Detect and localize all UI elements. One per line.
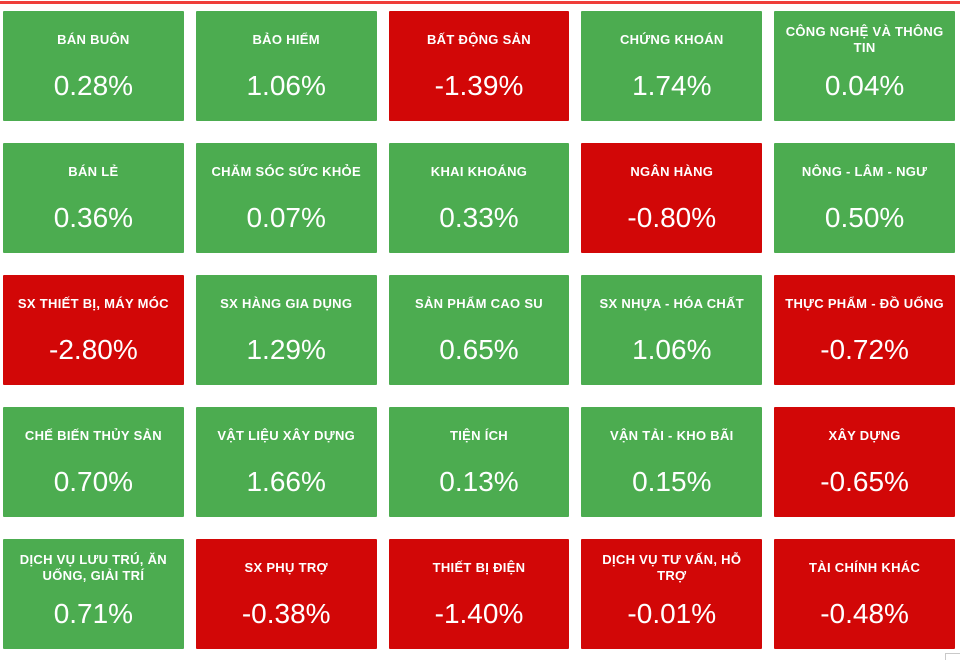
sector-change-value: 1.74%	[632, 70, 712, 101]
sector-change-value: -0.65%	[820, 466, 909, 497]
sector-change-value: -0.80%	[627, 202, 717, 233]
sector-label: XÂY DỰNG	[828, 427, 901, 443]
sector-label: CHĂM SÓC SỨC KHỎE	[211, 163, 361, 179]
sector-label: TIỆN ÍCH	[449, 427, 508, 443]
top-divider-line	[0, 1, 960, 4]
sector-change-value: 0.71%	[53, 598, 134, 629]
sector-tile[interactable]: DỊCH VỤ LƯU TRÚ, ĂN UỐNG, GIẢI TRÍ 0.71%	[3, 539, 184, 649]
sector-tile[interactable]: VẬN TẢI - KHO BÃI 0.15%	[581, 407, 763, 517]
sector-heatmap-grid: BÁN BUÔN 0.28% BẢO HIỂM 1.06% BẤT ĐỘNG SẢN -1…	[0, 4, 960, 649]
sector-label: DỊCH VỤ TƯ VẤN, HỖ TRỢ	[602, 551, 742, 583]
sector-label: BẢO HIỂM	[252, 31, 320, 47]
sector-change-value: 0.04%	[824, 70, 905, 101]
sector-tile[interactable]: DỊCH VỤ TƯ VẤN, HỖ TRỢ -0.01%	[581, 539, 763, 649]
sector-tile[interactable]: BẢO HIỂM 1.06%	[195, 11, 377, 121]
sector-change-value: 1.29%	[246, 334, 326, 365]
sector-label: KHAI KHOÁNG	[430, 163, 528, 179]
sector-label: TÀI CHÍNH KHÁC	[809, 559, 921, 575]
sector-change-value: 0.65%	[439, 334, 519, 365]
sector-tile[interactable]: NGÂN HÀNG -0.80%	[581, 143, 763, 253]
sector-tile[interactable]: SX NHỰA - HÓA CHẤT 1.06%	[581, 275, 763, 385]
sector-label: SẢN PHẨM CAO SU	[414, 295, 543, 311]
sector-label: BẤT ĐỘNG SẢN	[426, 31, 531, 47]
sector-label: SX THIẾT BỊ, MÁY MÓC	[17, 295, 169, 311]
sector-tile[interactable]: TÀI CHÍNH KHÁC -0.48%	[774, 539, 955, 649]
sector-label: BÁN BUÔN	[57, 31, 130, 47]
sector-label: CHỨNG KHOÁN	[619, 31, 724, 47]
sector-tile[interactable]: BÁN BUÔN 0.28%	[3, 11, 184, 121]
sector-tile[interactable]: VẬT LIỆU XÂY DỰNG 1.66%	[195, 407, 377, 517]
sector-change-value: 0.36%	[53, 202, 134, 233]
sector-tile[interactable]: CÔNG NGHỆ VÀ THÔNG TIN 0.04%	[774, 11, 955, 121]
sector-change-value: 1.66%	[246, 466, 326, 497]
sector-change-value: -2.80%	[49, 334, 138, 365]
sector-label: BÁN LẺ	[68, 163, 119, 179]
sector-tile[interactable]: XÂY DỰNG -0.65%	[774, 407, 955, 517]
sector-label: CHẾ BIẾN THỦY SẢN	[24, 427, 162, 443]
sector-change-value: 0.13%	[439, 466, 519, 497]
sector-tile[interactable]: THỰC PHẨM - ĐỒ UỐNG -0.72%	[774, 275, 955, 385]
sector-label: VẬT LIỆU XÂY DỰNG	[217, 427, 356, 443]
sector-change-value: 0.70%	[53, 466, 134, 497]
sector-tile[interactable]: TIỆN ÍCH 0.13%	[388, 407, 570, 517]
sector-change-value: 0.07%	[246, 202, 326, 233]
sector-change-value: -0.48%	[820, 598, 909, 629]
sector-change-value: -1.40%	[434, 598, 524, 629]
sector-label: THỰC PHẨM - ĐỒ UỐNG	[785, 295, 944, 311]
sector-tile[interactable]: SX THIẾT BỊ, MÁY MÓC -2.80%	[3, 275, 184, 385]
sector-change-value: 0.15%	[632, 466, 712, 497]
sector-change-value: -1.39%	[434, 70, 524, 101]
sector-label: NGÂN HÀNG	[630, 163, 714, 179]
sector-tile[interactable]: BÁN LẺ 0.36%	[3, 143, 184, 253]
sector-tile[interactable]: SX HÀNG GIA DỤNG 1.29%	[195, 275, 377, 385]
sector-label: CÔNG NGHỆ VÀ THÔNG TIN	[785, 23, 944, 55]
partial-element-corner	[945, 653, 960, 660]
sector-change-value: 0.33%	[439, 202, 519, 233]
sector-change-value: 0.50%	[824, 202, 905, 233]
sector-label: SX PHỤ TRỢ	[244, 559, 328, 575]
sector-change-value: 1.06%	[632, 334, 712, 365]
sector-label: THIẾT BỊ ĐIỆN	[432, 559, 526, 575]
sector-tile[interactable]: THIẾT BỊ ĐIỆN -1.40%	[388, 539, 570, 649]
sector-label: DỊCH VỤ LƯU TRÚ, ĂN UỐNG, GIẢI TRÍ	[19, 551, 167, 583]
sector-change-value: 0.28%	[53, 70, 134, 101]
sector-tile[interactable]: SẢN PHẨM CAO SU 0.65%	[388, 275, 570, 385]
sector-tile[interactable]: CHĂM SÓC SỨC KHỎE 0.07%	[195, 143, 377, 253]
sector-change-value: -0.38%	[241, 598, 331, 629]
sector-label: SX NHỰA - HÓA CHẤT	[599, 295, 745, 311]
sector-tile[interactable]: CHẾ BIẾN THỦY SẢN 0.70%	[3, 407, 184, 517]
sector-change-value: 1.06%	[246, 70, 326, 101]
sector-label: VẬN TẢI - KHO BÃI	[610, 427, 734, 443]
sector-tile[interactable]: SX PHỤ TRỢ -0.38%	[195, 539, 377, 649]
sector-tile[interactable]: BẤT ĐỘNG SẢN -1.39%	[388, 11, 570, 121]
sector-change-value: -0.01%	[627, 598, 717, 629]
sector-change-value: -0.72%	[820, 334, 909, 365]
sector-tile[interactable]: NÔNG - LÂM - NGƯ 0.50%	[774, 143, 955, 253]
sector-tile[interactable]: KHAI KHOÁNG 0.33%	[388, 143, 570, 253]
sector-tile[interactable]: CHỨNG KHOÁN 1.74%	[581, 11, 763, 121]
sector-label: NÔNG - LÂM - NGƯ	[801, 163, 928, 179]
sector-label: SX HÀNG GIA DỤNG	[220, 295, 353, 311]
